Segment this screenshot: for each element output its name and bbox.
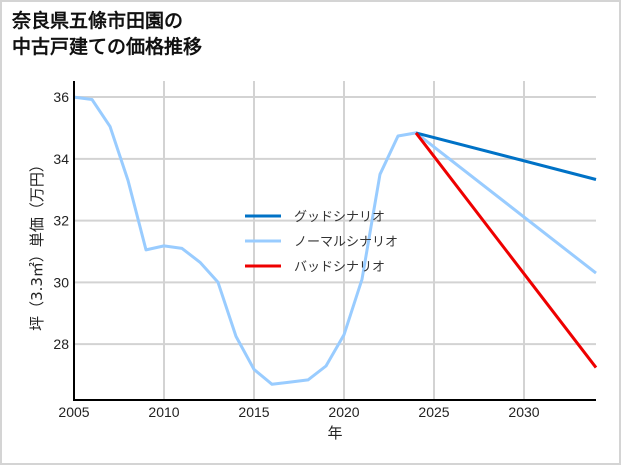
x-tick-label: 2010: [148, 404, 179, 420]
legend-label: ノーマルシナリオ: [294, 235, 398, 250]
title-line-2: 中古戸建ての価格推移: [12, 36, 203, 58]
y-tick-label: 34: [53, 151, 69, 167]
chart-title: 奈良県五條市田園の 中古戸建ての価格推移: [12, 8, 202, 60]
x-tick-label: 2015: [238, 404, 269, 420]
y-tick-label: 28: [53, 336, 69, 352]
data-lines: [73, 95, 598, 386]
x-tick-label: 2030: [508, 404, 539, 420]
legend-label: グッドシナリオ: [294, 210, 385, 225]
x-tick-label: 2025: [418, 404, 449, 420]
x-axis-label: 年: [327, 424, 342, 442]
series-line: [415, 131, 597, 181]
title-line-1: 奈良県五條市田園の: [12, 10, 184, 32]
series-line: [73, 95, 597, 386]
x-tick-label: 2020: [328, 404, 359, 420]
y-tick-label: 36: [53, 89, 69, 105]
x-tick-label: 2005: [58, 404, 89, 420]
axes: [73, 81, 596, 401]
y-tick-label: 32: [53, 213, 69, 229]
legend-label: バッドシナリオ: [294, 260, 385, 275]
series-line: [414, 131, 598, 369]
y-axis-label: 坪（3.3㎡）単価（万円）: [28, 157, 46, 331]
y-tick-labels: 28 30 32 34 36: [53, 89, 69, 352]
gridlines: [74, 81, 596, 400]
y-tick-label: 30: [53, 274, 69, 290]
x-tick-labels: 2005 2010 2015 2020 2025 2030: [58, 404, 539, 420]
